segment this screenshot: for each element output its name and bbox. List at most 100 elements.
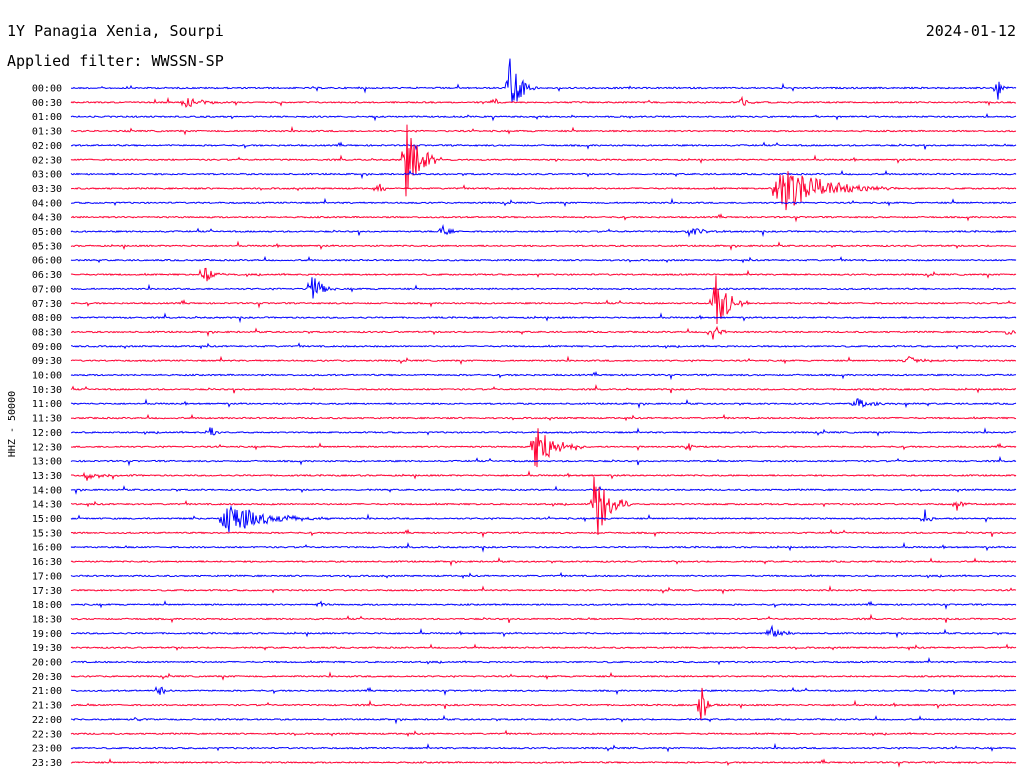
trace-line xyxy=(70,656,1017,666)
time-tick-label: 00:30 xyxy=(32,98,62,109)
time-tick-label: 15:00 xyxy=(32,514,62,525)
time-tick-label: 20:30 xyxy=(32,672,62,683)
time-tick-label: 18:30 xyxy=(32,614,62,625)
time-tick-label: 15:30 xyxy=(32,528,62,539)
trace-line xyxy=(70,455,1017,467)
trace-line xyxy=(70,355,1017,365)
time-tick-label: 22:00 xyxy=(32,715,62,726)
time-tick-label: 03:00 xyxy=(32,170,62,181)
trace-line xyxy=(70,476,1016,536)
trace-line xyxy=(70,325,1017,340)
y-axis-label: HHZ - 50000 xyxy=(7,391,18,457)
time-tick-label: 07:00 xyxy=(32,284,62,295)
trace-line xyxy=(70,556,1017,567)
trace-line xyxy=(70,95,1017,108)
time-tick-label: 11:00 xyxy=(32,399,62,410)
time-tick-label: 23:30 xyxy=(32,758,62,769)
trace-line xyxy=(70,277,1016,299)
time-tick-label: 09:30 xyxy=(32,356,62,367)
trace-line xyxy=(70,125,1017,136)
time-tick-label: 21:30 xyxy=(32,701,62,712)
time-tick-label: 09:00 xyxy=(32,342,62,353)
trace-line xyxy=(70,240,1017,251)
time-tick-label: 00:00 xyxy=(32,84,62,95)
trace-line xyxy=(71,58,1017,103)
trace-line xyxy=(70,585,1017,595)
time-tick-label: 06:30 xyxy=(32,270,62,281)
trace-line xyxy=(70,413,1017,422)
date-label: 2024-01-12 xyxy=(926,22,1016,40)
trace-line xyxy=(70,671,1017,681)
time-tick-label: 13:30 xyxy=(32,471,62,482)
time-tick-label: 08:30 xyxy=(32,327,62,338)
time-tick-label: 04:30 xyxy=(32,213,62,224)
trace-line xyxy=(71,685,1017,696)
time-tick-label: 14:00 xyxy=(32,485,62,496)
trace-line xyxy=(70,528,1017,539)
trace-line xyxy=(70,742,1017,753)
trace-line xyxy=(70,758,1017,768)
time-tick-label: 22:30 xyxy=(32,729,62,740)
time-tick-label: 13:00 xyxy=(32,457,62,468)
time-tick-label: 17:30 xyxy=(32,586,62,597)
trace-line xyxy=(70,613,1017,624)
time-tick-label: 20:00 xyxy=(32,658,62,669)
trace-line xyxy=(70,541,1017,553)
trace-line xyxy=(70,398,1017,409)
trace-line xyxy=(70,224,1017,238)
trace-line xyxy=(70,714,1017,725)
trace-line xyxy=(70,124,1017,197)
trace-line xyxy=(70,141,1017,151)
time-tick-label: 07:30 xyxy=(32,299,62,310)
trace-rows: 00:00 00:30 01:00 01:30 02:00 02:30 03:00 03:30… xyxy=(32,58,1017,769)
trace-line xyxy=(70,112,1017,122)
time-tick-label: 06:00 xyxy=(32,256,62,267)
trace-line xyxy=(70,687,1017,721)
trace-line xyxy=(70,427,1017,437)
time-tick-label: 10:30 xyxy=(32,385,62,396)
trace-line xyxy=(70,213,1017,223)
time-tick-label: 01:00 xyxy=(32,112,62,123)
time-tick-label: 02:00 xyxy=(32,141,62,152)
time-tick-label: 16:00 xyxy=(32,543,62,554)
time-tick-label: 10:00 xyxy=(32,371,62,382)
trace-line xyxy=(70,485,1017,495)
trace-line xyxy=(71,342,1017,350)
trace-line xyxy=(70,169,1017,180)
time-tick-label: 05:30 xyxy=(32,241,62,252)
trace-line xyxy=(70,428,1017,468)
time-tick-label: 14:30 xyxy=(32,500,62,511)
time-tick-label: 12:00 xyxy=(32,428,62,439)
trace-line xyxy=(70,267,1017,282)
time-tick-label: 16:30 xyxy=(32,557,62,568)
trace-line xyxy=(70,571,1017,580)
trace-line xyxy=(70,371,1016,381)
trace-line xyxy=(70,643,1017,651)
time-tick-label: 02:30 xyxy=(32,155,62,166)
time-tick-label: 21:00 xyxy=(32,686,62,697)
filter-label: Applied filter: WWSSN-SP xyxy=(7,52,224,70)
trace-line xyxy=(70,384,1017,394)
time-tick-label: 19:00 xyxy=(32,629,62,640)
trace-line xyxy=(71,171,1017,211)
trace-line xyxy=(70,255,1017,264)
time-tick-label: 08:00 xyxy=(32,313,62,324)
trace-line xyxy=(70,197,1017,208)
trace-line xyxy=(70,312,1017,324)
time-tick-label: 05:00 xyxy=(32,227,62,238)
trace-line xyxy=(70,470,1017,481)
time-tick-label: 03:30 xyxy=(32,184,62,195)
trace-line xyxy=(70,624,1017,639)
trace-line xyxy=(70,600,1017,610)
station-title: 1Y Panagia Xenia, Sourpi xyxy=(7,22,224,40)
time-tick-label: 19:30 xyxy=(32,643,62,654)
trace-line xyxy=(70,504,1017,533)
time-tick-label: 11:30 xyxy=(32,414,62,425)
time-tick-label: 04:00 xyxy=(32,198,62,209)
time-tick-label: 18:00 xyxy=(32,600,62,611)
time-tick-label: 01:30 xyxy=(32,127,62,138)
trace-line xyxy=(70,729,1017,737)
time-tick-label: 12:30 xyxy=(32,442,62,453)
time-tick-label: 23:00 xyxy=(32,744,62,755)
